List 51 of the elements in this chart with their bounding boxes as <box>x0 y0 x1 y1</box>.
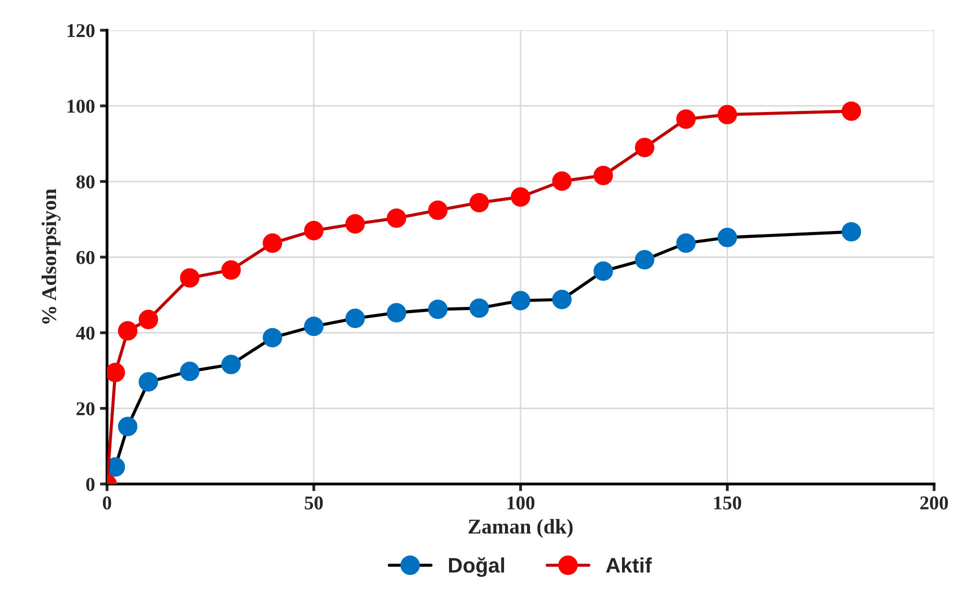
point <box>428 200 448 220</box>
point <box>262 233 282 253</box>
legend-label: Doğal <box>449 557 504 577</box>
point <box>634 250 654 270</box>
point <box>386 302 406 322</box>
x-tick-label: 0 <box>102 496 112 510</box>
point <box>510 187 530 207</box>
x-tick-label: 50 <box>304 496 323 510</box>
x-tick-label: 200 <box>920 496 948 510</box>
point <box>842 222 862 242</box>
y-tick-label: 80 <box>76 175 94 188</box>
point <box>138 310 158 330</box>
point <box>180 268 200 288</box>
point <box>262 328 282 348</box>
legend-label: Aktif <box>606 557 652 573</box>
point <box>552 171 572 191</box>
point <box>107 362 126 382</box>
point <box>221 260 241 280</box>
point <box>634 138 654 158</box>
point <box>469 298 489 318</box>
x-axis-title: Zaman (dk) <box>468 518 573 538</box>
point <box>345 308 365 328</box>
y-tick-label: 100 <box>68 100 94 113</box>
point <box>118 416 138 436</box>
point <box>304 220 324 240</box>
point <box>345 214 365 234</box>
point <box>594 166 613 186</box>
y-tick-label: 20 <box>76 402 94 416</box>
y-tick-label: 0 <box>86 478 94 491</box>
x-tick-label: 100 <box>508 496 534 510</box>
point <box>552 290 572 310</box>
point <box>304 316 324 336</box>
point <box>676 109 696 129</box>
point <box>221 354 241 374</box>
point <box>594 261 613 281</box>
point <box>718 104 738 124</box>
point <box>510 290 530 310</box>
y-tick-label: 60 <box>76 250 94 264</box>
point <box>386 208 406 228</box>
y-axis-title: % Adsorpsiyon <box>42 188 60 324</box>
y-tick-label: 40 <box>76 326 94 340</box>
point <box>138 372 158 392</box>
point <box>718 228 738 248</box>
x-tick-label: 150 <box>714 496 742 510</box>
point <box>118 321 138 341</box>
y-tick-label: 120 <box>68 24 94 38</box>
point <box>469 192 489 212</box>
point <box>676 233 696 253</box>
point <box>428 300 448 320</box>
point <box>180 362 200 382</box>
point <box>842 101 862 121</box>
